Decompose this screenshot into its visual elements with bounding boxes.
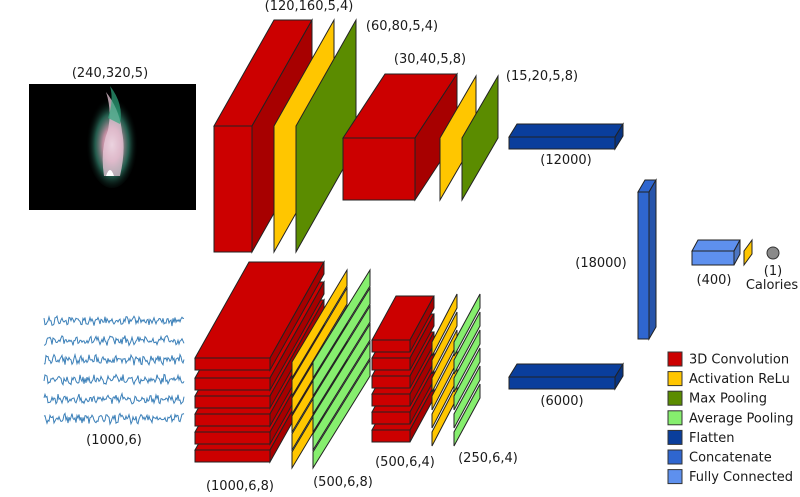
- concatenate-bar: [637, 178, 657, 341]
- fully-connected-block: [691, 239, 741, 266]
- output-node: [766, 246, 780, 260]
- legend-item-maxpool: Max Pooling: [667, 390, 767, 407]
- signal-pool-label: (500,6,8): [313, 475, 373, 490]
- legend-swatch: [667, 371, 683, 387]
- signal-avgpool2-sheet: [453, 293, 481, 357]
- signal-avgpool-sheet: [312, 268, 371, 380]
- signal-avgpool2-sheet: [453, 329, 481, 393]
- concatenate-label: (18000): [575, 256, 627, 271]
- flame-tip-green: [108, 86, 121, 124]
- video-pool2-label: (15,20,5,8): [506, 69, 578, 84]
- signal-avgpool2-stack: [453, 293, 481, 447]
- signal-pool2-label: (250,6,4): [458, 451, 518, 466]
- signal-avgpool2-sheet: [453, 311, 481, 375]
- signal-avgpool-stack: [312, 268, 371, 470]
- legend-item-fc: Fully Connected: [667, 469, 793, 485]
- signal-avgpool-sheet: [312, 358, 371, 470]
- signal-channel-wave: [43, 352, 185, 367]
- legend-item-concatenate: Concatenate: [667, 449, 772, 466]
- legend-swatch: [667, 351, 683, 367]
- legend-swatch: [667, 410, 683, 426]
- signal-flatten-bar: [508, 362, 624, 391]
- signal-conv2-stack: [371, 295, 435, 443]
- legend-label: Flatten: [689, 431, 735, 446]
- signal-relu2-sheet: [431, 311, 458, 375]
- signal-conv2-label: (500,6,4): [375, 455, 435, 470]
- video-pool-label: (60,80,5,4): [366, 19, 438, 34]
- fc-label: (400): [697, 273, 732, 288]
- video-conv2-block: [342, 72, 458, 202]
- legend-label: Activation ReLu: [689, 372, 790, 387]
- video-flatten-bar: [508, 122, 624, 151]
- signal-relu2-sheet: [431, 293, 458, 357]
- signal-channel-wave: [43, 391, 185, 406]
- signal-conv-slab: [194, 260, 325, 372]
- flame-hot-base: [106, 170, 114, 176]
- video-input-label: (240,320,5): [72, 66, 148, 81]
- signal-flatten-label: (6000): [540, 394, 583, 409]
- legend-swatch: [667, 449, 683, 465]
- legend-swatch: [667, 390, 683, 406]
- video-input: (240,320,5): [29, 66, 196, 210]
- legend-item-avgpool: Average Pooling: [667, 410, 794, 426]
- signal-avgpool2-sheet: [453, 383, 481, 447]
- video-branch: [213, 18, 624, 254]
- video-conv-label: (120,160,5,4): [265, 0, 354, 14]
- signal-avgpool2-sheet: [453, 365, 481, 429]
- legend-label: Fully Connected: [689, 470, 793, 485]
- signal-relu-sheet: [291, 268, 348, 380]
- signal-input: [43, 314, 185, 426]
- signal-conv2-slab: [371, 295, 435, 353]
- output-name-label: Calories: [746, 278, 799, 293]
- signal-avgpool2-sheet: [453, 347, 481, 411]
- signal-relu-sheet: [291, 286, 348, 398]
- video-maxpool-sheet: [295, 18, 357, 254]
- legend-item-conv3d: 3D Convolution: [667, 351, 789, 368]
- legend-swatch: [667, 469, 683, 485]
- legend-label: Average Pooling: [689, 411, 794, 426]
- video-maxpool2-sheet: [461, 74, 499, 202]
- video-conv2-label: (30,40,5,8): [394, 52, 466, 67]
- signal-avgpool-sheet: [312, 286, 371, 398]
- signal-relu2-stack: [431, 293, 458, 447]
- flame-core: [102, 92, 124, 176]
- legend-label: 3D Convolution: [689, 353, 789, 368]
- video-conv-block: [213, 18, 313, 254]
- legend: 3D Convolution Activation ReLu Max Pooling…: [667, 351, 794, 485]
- signal-channel-wave: [43, 373, 185, 386]
- signal-avgpool-sheet: [312, 322, 371, 434]
- signal-input-label: (1000,6): [86, 433, 142, 448]
- legend-item-flatten: Flatten: [667, 429, 735, 446]
- signal-channel-wave: [43, 314, 185, 327]
- signal-branch: [194, 260, 624, 470]
- output-relu-sheet: [743, 238, 753, 267]
- signal-avgpool-sheet: [312, 340, 371, 452]
- signal-conv-label: (1000,6,8): [206, 479, 274, 492]
- legend-item-relu: Activation ReLu: [667, 371, 790, 387]
- signal-relu2-sheet: [431, 329, 458, 393]
- output-size-label: (1): [764, 264, 782, 279]
- signal-channel-wave: [43, 412, 185, 426]
- legend-label: Max Pooling: [689, 392, 767, 407]
- signal-channel-wave: [43, 334, 185, 347]
- video-flatten-label: (12000): [540, 153, 592, 168]
- legend-label: Concatenate: [689, 451, 772, 466]
- legend-swatch: [667, 429, 683, 445]
- signal-avgpool-sheet: [312, 304, 371, 416]
- merge-head: [637, 178, 753, 341]
